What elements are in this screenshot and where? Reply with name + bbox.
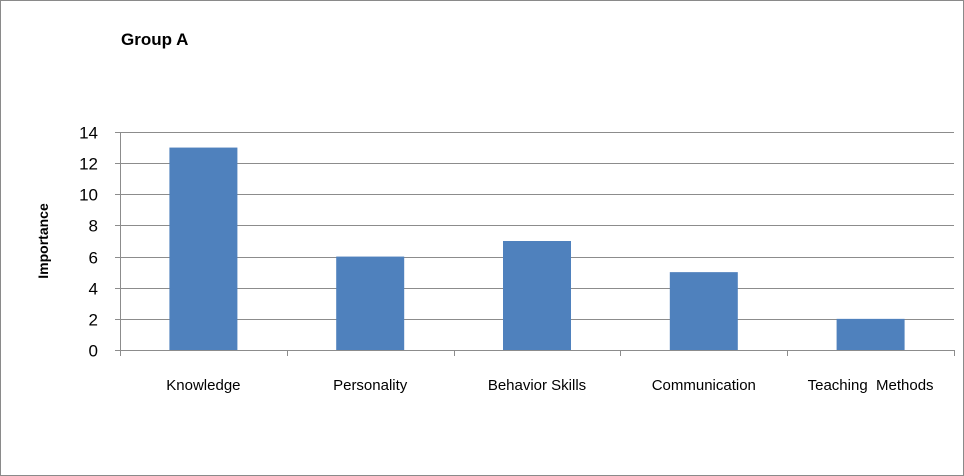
- y-tick-label: 8: [89, 217, 98, 236]
- bar: [336, 256, 405, 350]
- x-tick-label: Personality: [333, 377, 408, 394]
- x-tick-labels: Knowledge Personality Behavior Skills Commu…: [166, 377, 933, 394]
- y-tick-label: 12: [79, 155, 98, 174]
- x-tick-label: Behavior Skills: [488, 377, 586, 394]
- bar: [503, 241, 571, 350]
- bar: [836, 318, 905, 350]
- y-tick-label: 10: [79, 186, 98, 205]
- y-tick-label: 14: [79, 124, 98, 143]
- y-tick-label: 2: [89, 311, 98, 330]
- chart-title: Group A: [121, 30, 188, 49]
- y-tick-label: 0: [89, 342, 98, 361]
- y-axis-label: Importance: [35, 203, 51, 279]
- y-tick-labels: 0 2 4 6 8 10 12 14: [79, 124, 98, 361]
- x-tick-label: Communication: [652, 377, 756, 394]
- x-tick-label: Teaching Methods: [808, 377, 934, 394]
- bar: [169, 147, 238, 350]
- bar: [669, 272, 738, 350]
- axes: [115, 132, 955, 356]
- y-tick-label: 4: [89, 280, 98, 299]
- y-tick-label: 6: [89, 249, 98, 268]
- bars: [169, 147, 905, 350]
- x-tick-label: Knowledge: [166, 377, 240, 394]
